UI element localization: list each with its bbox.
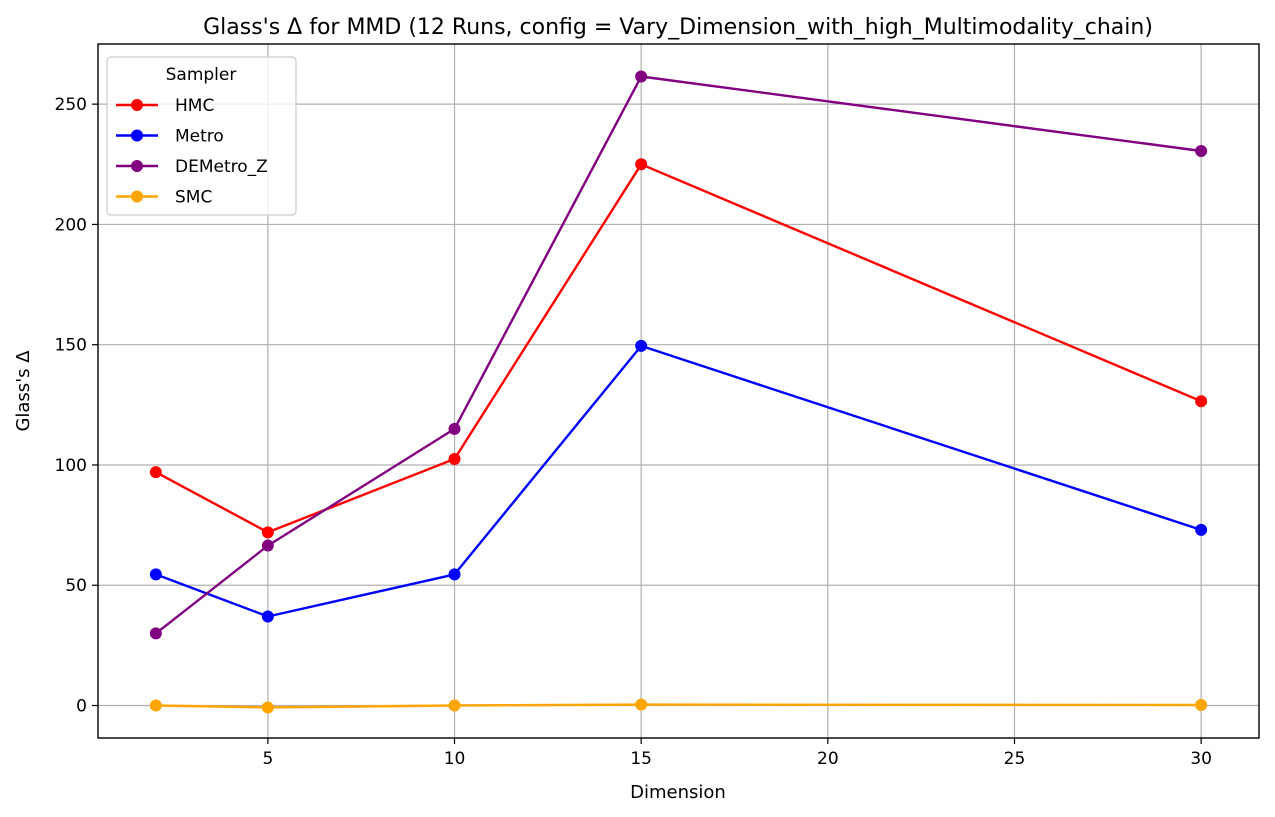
data-point <box>635 699 647 711</box>
series-hmc <box>150 158 1207 538</box>
x-axis-label: Dimension <box>630 782 726 803</box>
legend-marker <box>131 130 143 142</box>
y-tick-label: 250 <box>55 95 87 115</box>
data-point <box>262 611 274 623</box>
series-line <box>156 346 1201 617</box>
data-point <box>635 158 647 170</box>
legend-marker <box>131 160 143 172</box>
data-point <box>262 701 274 713</box>
legend-label: DEMetro_Z <box>175 157 268 177</box>
data-point <box>449 568 461 580</box>
x-tick-label: 10 <box>444 749 466 769</box>
data-point <box>635 340 647 352</box>
y-tick-label: 100 <box>55 456 87 476</box>
y-axis: 0 50 100 150 200 250 <box>55 95 98 716</box>
x-tick-label: 15 <box>630 749 652 769</box>
legend-marker <box>131 191 143 203</box>
legend-marker <box>131 99 143 111</box>
chart-title: Glass's Δ for MMD (12 Runs, config = Var… <box>203 15 1153 40</box>
data-point <box>449 453 461 465</box>
legend-title: Sampler <box>166 65 237 85</box>
y-axis-label: Glass's Δ <box>13 350 34 432</box>
x-tick-label: 25 <box>1004 749 1026 769</box>
y-tick-label: 0 <box>76 697 87 717</box>
data-point <box>449 700 461 712</box>
data-point <box>449 423 461 435</box>
data-point <box>1195 699 1207 711</box>
data-point <box>1195 395 1207 407</box>
data-point <box>150 700 162 712</box>
data-point <box>150 466 162 478</box>
legend: Sampler HMC Metro DEMetro_Z SMC <box>107 57 296 215</box>
x-tick-label: 5 <box>262 749 273 769</box>
series-demetro-z <box>150 70 1207 639</box>
series-line <box>156 164 1201 532</box>
data-point <box>150 568 162 580</box>
data-point <box>262 526 274 538</box>
x-tick-label: 30 <box>1190 749 1212 769</box>
y-tick-label: 150 <box>55 336 87 356</box>
data-point <box>262 540 274 552</box>
y-tick-label: 50 <box>65 576 87 596</box>
data-point <box>1195 524 1207 536</box>
data-point <box>150 627 162 639</box>
series-layer <box>150 70 1207 713</box>
y-tick-label: 200 <box>55 215 87 235</box>
legend-label: SMC <box>175 188 212 208</box>
series-line <box>156 77 1201 634</box>
data-point <box>635 70 647 82</box>
legend-label: Metro <box>175 127 224 147</box>
legend-label: HMC <box>175 96 214 116</box>
x-tick-label: 20 <box>817 749 839 769</box>
data-point <box>1195 145 1207 157</box>
x-axis: 5 10 15 20 25 30 <box>262 738 1212 769</box>
series-metro <box>150 340 1207 623</box>
